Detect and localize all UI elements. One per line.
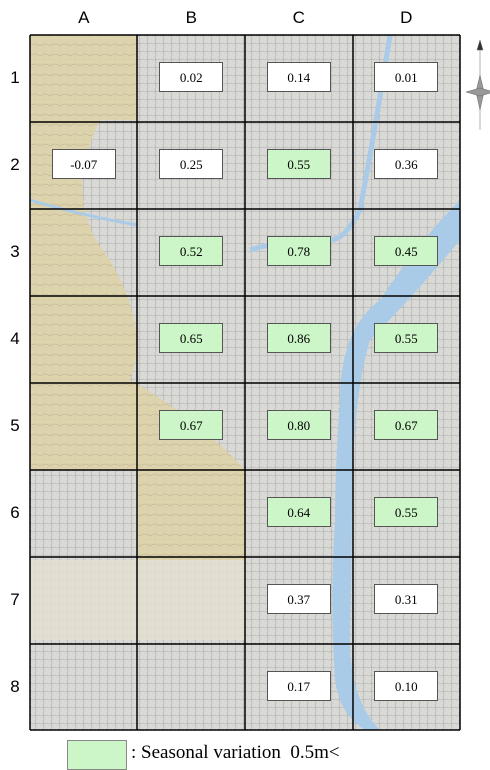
row-label: 4	[0, 329, 30, 349]
column-label: B	[176, 8, 206, 28]
cell-value: 0.55	[267, 149, 331, 179]
page: : Seasonal variation 0.5m< (() => { cons…	[0, 0, 490, 770]
row-label: 6	[0, 503, 30, 523]
cell-value: 0.52	[159, 236, 223, 266]
cell-value: 0.86	[267, 323, 331, 353]
cell-value: 0.10	[374, 671, 438, 701]
column-label: C	[284, 8, 314, 28]
column-label: A	[69, 8, 99, 28]
cell-value: 0.36	[374, 149, 438, 179]
cell-value: 0.80	[267, 410, 331, 440]
row-label: 1	[0, 68, 30, 88]
cell-value: 0.78	[267, 236, 331, 266]
cell-value: 0.45	[374, 236, 438, 266]
compass	[466, 40, 490, 130]
cell-value: -0.07	[52, 149, 116, 179]
row-label: 2	[0, 155, 30, 175]
row-label: 7	[0, 590, 30, 610]
cell-value: 0.25	[159, 149, 223, 179]
cell-value: 0.65	[159, 323, 223, 353]
cell-value: 0.14	[267, 62, 331, 92]
cell-value: 0.67	[374, 410, 438, 440]
cell-value: 0.17	[267, 671, 331, 701]
map	[0, 0, 490, 740]
cell-value: 0.37	[267, 584, 331, 614]
row-label: 5	[0, 416, 30, 436]
legend-swatch	[67, 740, 127, 770]
cell-value: 0.67	[159, 410, 223, 440]
row-label: 8	[0, 677, 30, 697]
cell-value: 0.01	[374, 62, 438, 92]
row-label: 3	[0, 242, 30, 262]
cell-value: 0.64	[267, 497, 331, 527]
legend-text: : Seasonal variation 0.5m<	[131, 742, 340, 764]
column-label: D	[391, 8, 421, 28]
cell-value: 0.55	[374, 497, 438, 527]
cell-value: 0.02	[159, 62, 223, 92]
cell-value: 0.55	[374, 323, 438, 353]
cell-value: 0.31	[374, 584, 438, 614]
